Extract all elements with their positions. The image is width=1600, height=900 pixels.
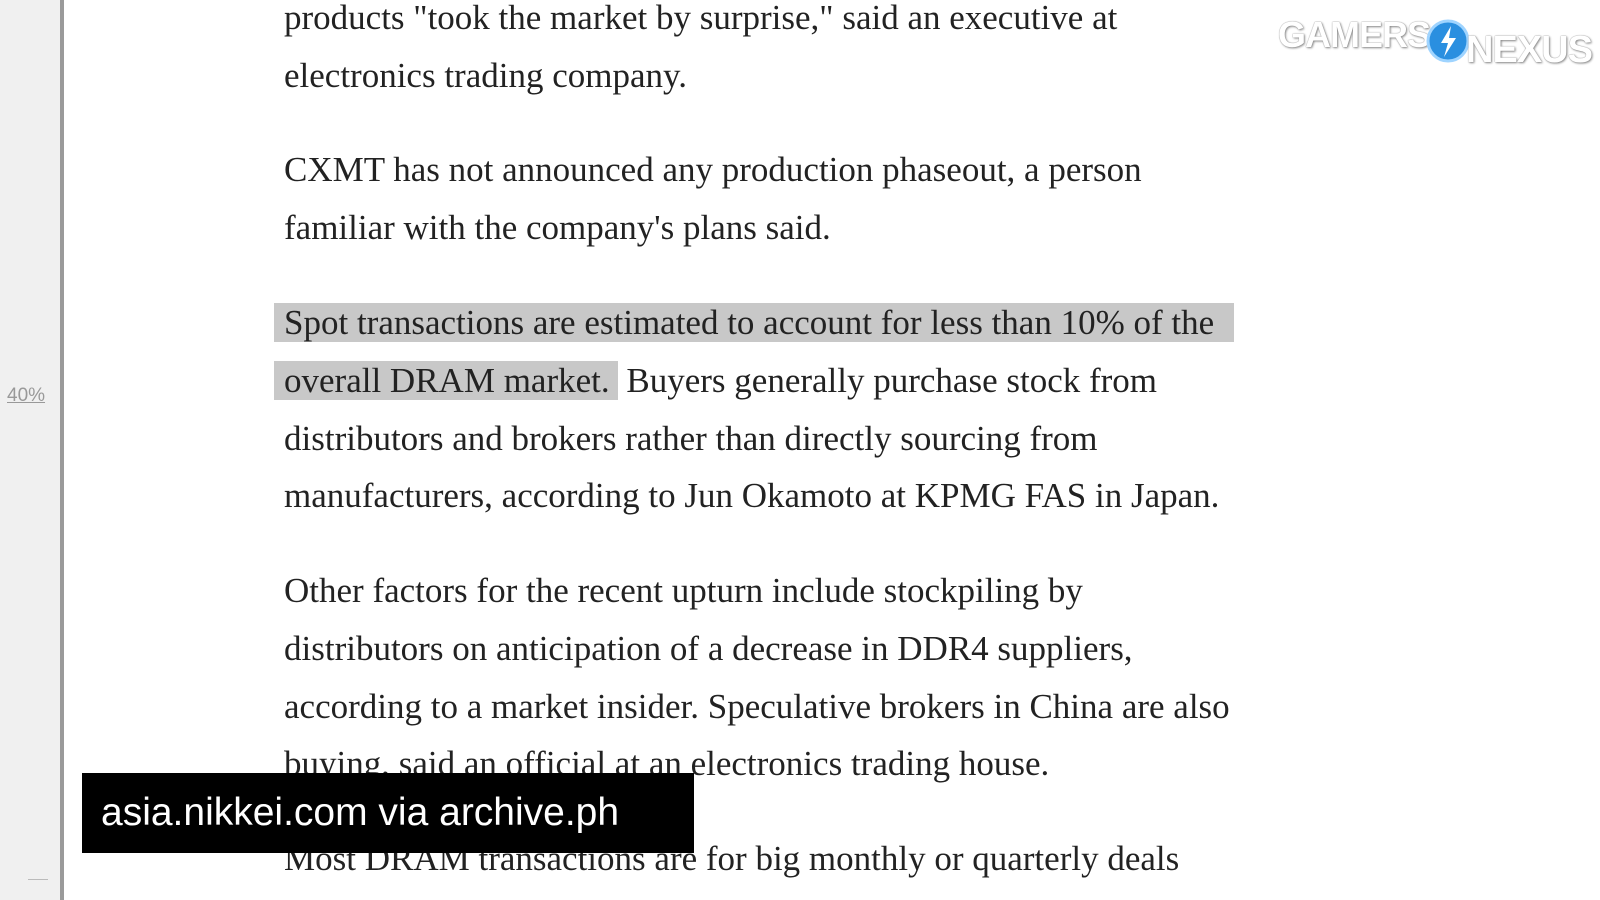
article-line: Spot transactions are estimated to accou…: [274, 294, 1235, 352]
gamers-nexus-logo: GAMERS NEXUS: [1278, 12, 1593, 72]
source-caption: asia.nikkei.com via archive.ph: [82, 773, 694, 853]
zoom-level-link[interactable]: 40%: [7, 385, 46, 406]
logo-emblem-icon: [1426, 19, 1470, 63]
article-line: manufacturers, according to Jun Okamoto …: [284, 467, 1219, 525]
article-line: electronics trading company.: [284, 47, 687, 105]
article-line: CXMT has not announced any production ph…: [284, 141, 1142, 199]
line-text: Buyers generally purchase stock from: [617, 361, 1158, 400]
logo-text-right: NEXUS: [1466, 29, 1593, 71]
logo-text-left: GAMERS: [1278, 14, 1431, 55]
article-line: distributors on anticipation of a decrea…: [284, 620, 1133, 678]
line-text: products "took the market by surprise," …: [284, 0, 1118, 37]
line-text: manufacturers, according to Jun Okamoto …: [284, 476, 1220, 515]
article-line: products "took the market by surprise," …: [284, 0, 1117, 47]
article-line: familiar with the company's plans said.: [284, 199, 831, 257]
line-text: electronics trading company.: [284, 56, 687, 95]
line-text: according to a market insider. Speculati…: [284, 687, 1230, 726]
article-line: distributors and brokers rather than dir…: [284, 410, 1098, 468]
highlighted-text: overall DRAM market.: [274, 361, 618, 400]
line-text: familiar with the company's plans said.: [284, 208, 831, 247]
line-text: distributors and brokers rather than dir…: [284, 419, 1098, 458]
article-line: Other factors for the recent upturn incl…: [284, 562, 1083, 620]
highlighted-text: Spot transactions are estimated to accou…: [274, 303, 1235, 342]
article-line: overall DRAM market. Buyers generally pu…: [274, 352, 1158, 410]
left-gutter: [0, 0, 60, 900]
gutter-divider: [28, 879, 48, 880]
gutter-border: [60, 0, 64, 900]
article-line: according to a market insider. Speculati…: [284, 678, 1230, 736]
line-text: distributors on anticipation of a decrea…: [284, 629, 1133, 668]
line-text: Other factors for the recent upturn incl…: [284, 571, 1083, 610]
line-text: CXMT has not announced any production ph…: [284, 150, 1142, 189]
